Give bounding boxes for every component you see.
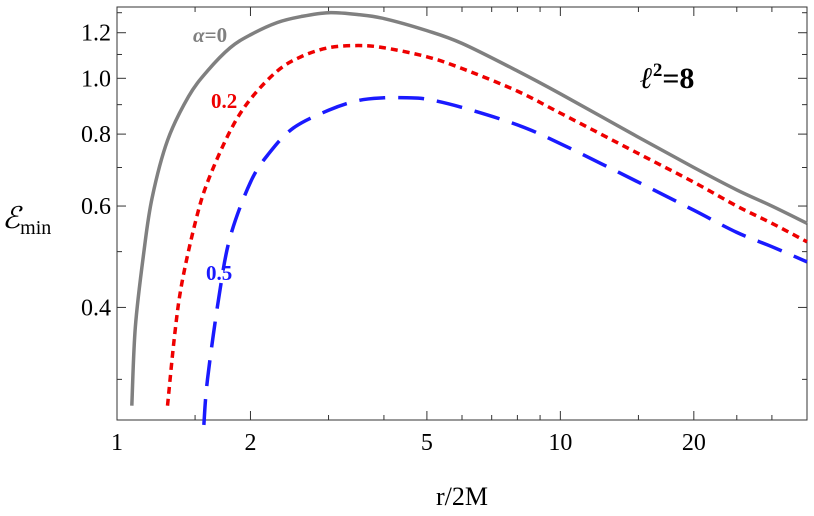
x-tick-label: 1 — [111, 430, 123, 456]
y-tick-label: 1.0 — [81, 66, 111, 92]
curve-label-0.5: 0.5 — [206, 261, 232, 285]
series-line-2 — [202, 95, 808, 426]
y-axis-label-sub: min — [20, 217, 51, 239]
annotation-main: ℓ — [640, 62, 653, 95]
x-tick-label: 10 — [548, 430, 572, 456]
annotation-rest: =8 — [662, 62, 694, 95]
curves — [130, 10, 808, 426]
y-tick-label: 0.6 — [81, 194, 111, 220]
curve-label-alpha0-prefix: α — [193, 23, 205, 47]
y-tick-label: 1.2 — [81, 21, 111, 47]
curve-label-alpha0-value: =0 — [205, 23, 227, 47]
annotation-sup: 2 — [653, 60, 663, 81]
curve-label-alpha0: α=0 — [193, 23, 227, 47]
y-tick-label: 0.8 — [81, 122, 111, 148]
y-tick-label: 0.4 — [81, 295, 111, 321]
x-tick-label: 20 — [682, 430, 706, 456]
x-tick-label: 2 — [244, 430, 256, 456]
axis-ticks: 1 2 5 10 20 0.4 0.6 0.8 1.0 1.2 — [81, 7, 807, 456]
series-line-0 — [130, 10, 808, 406]
curve-label-0.2: 0.2 — [211, 89, 237, 113]
series-line-1 — [165, 43, 808, 406]
x-axis-label: r/2M — [436, 482, 488, 511]
x-tick-label: 5 — [421, 430, 433, 456]
y-axis-label: ℰmin — [2, 202, 51, 239]
l-squared-annotation: ℓ2=8 — [640, 60, 694, 95]
y-axis-label-main: ℰ — [2, 202, 23, 235]
